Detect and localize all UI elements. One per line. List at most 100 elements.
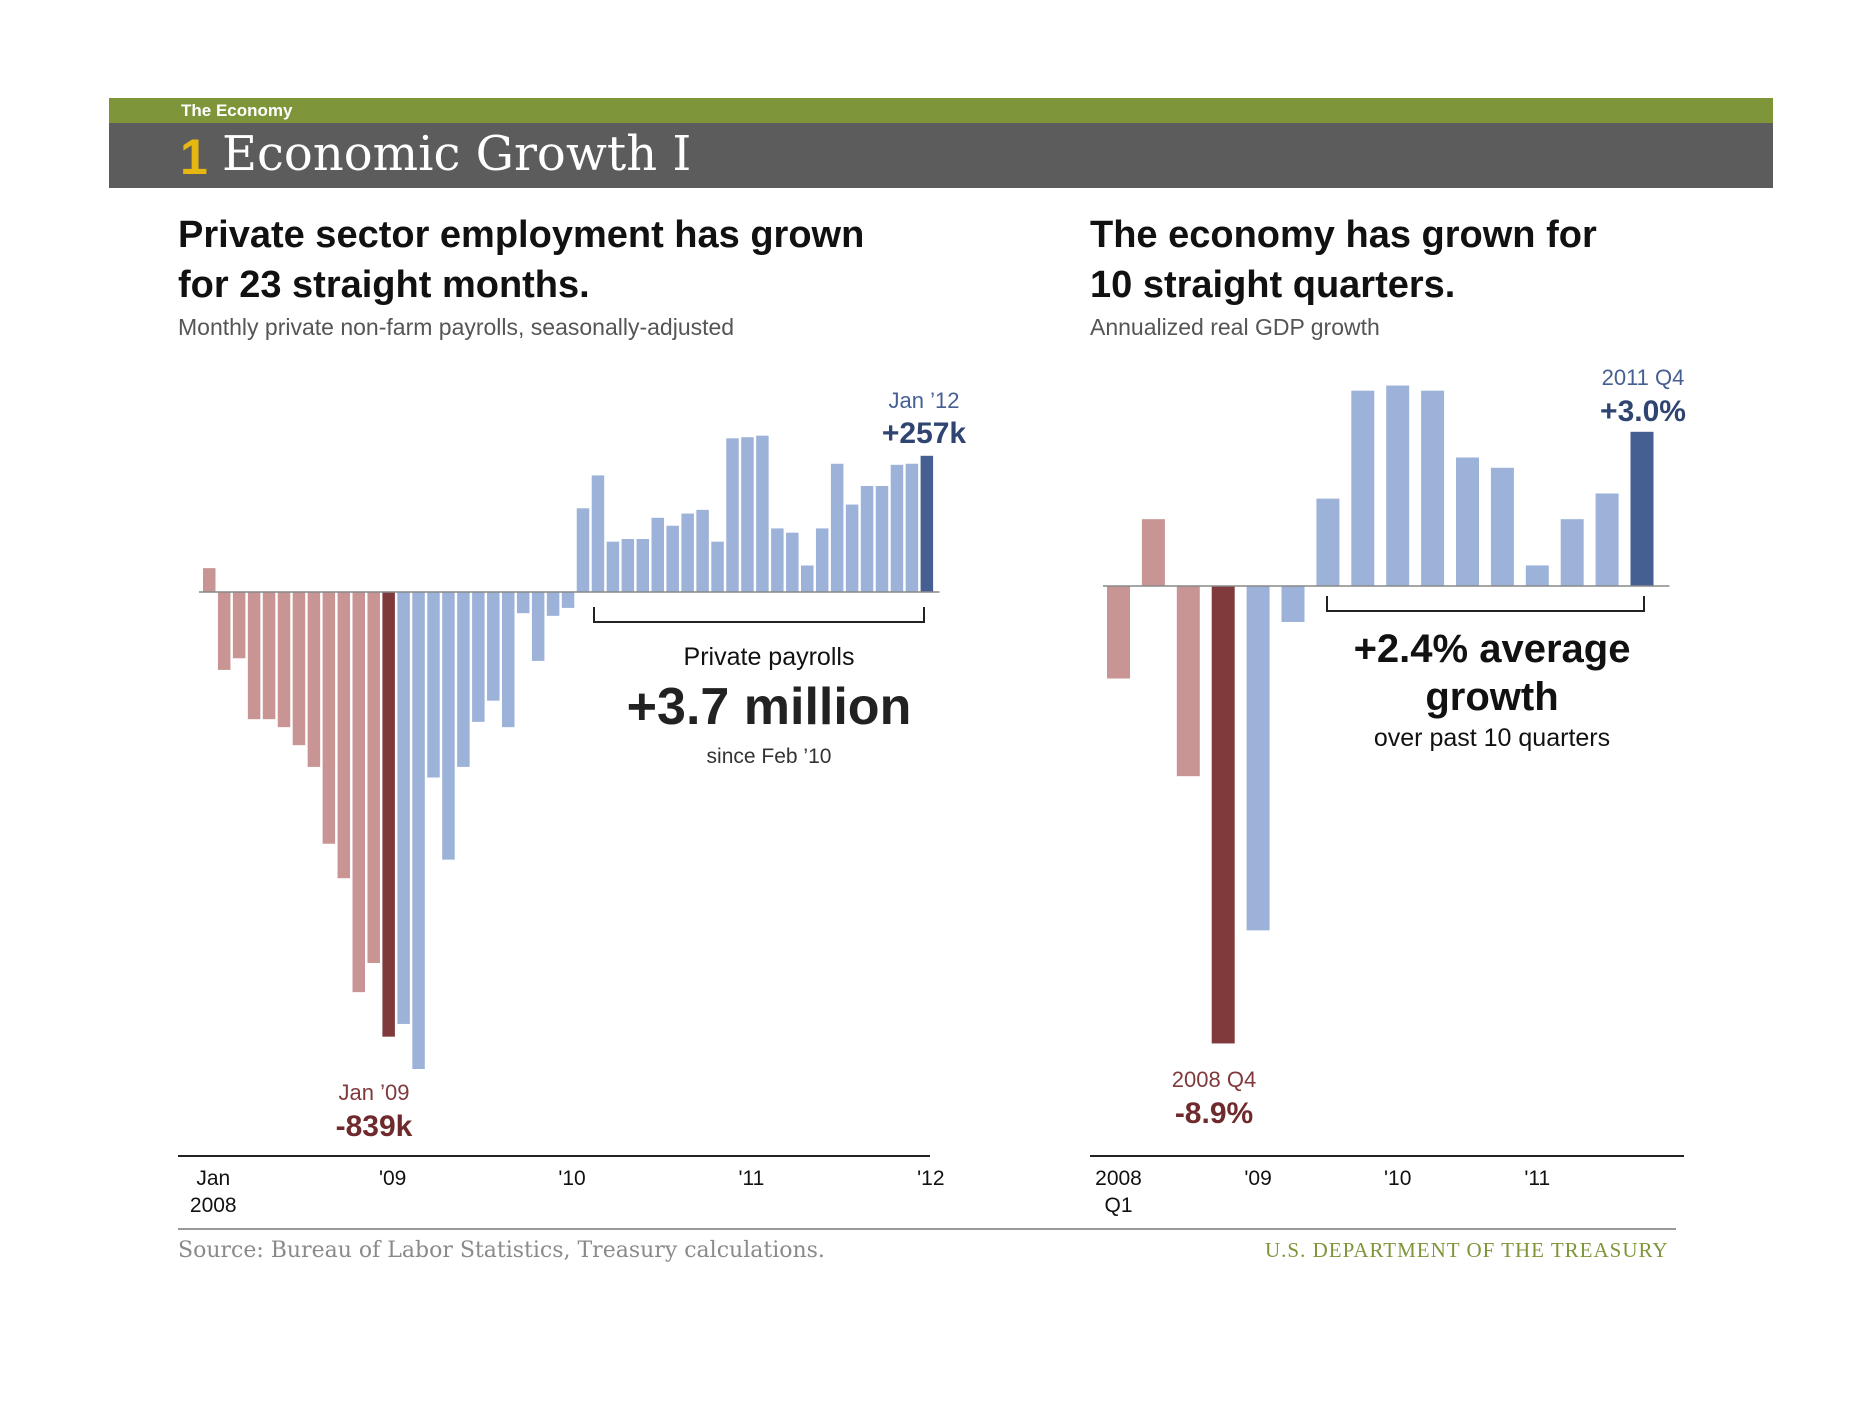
gdp-bar — [1281, 586, 1305, 622]
payrolls-bar — [830, 463, 844, 592]
gdp-callout-line2: growth — [1425, 675, 1558, 719]
payrolls-high-label: Jan ’12 — [889, 388, 960, 413]
gdp-tick-label: 2008 — [1095, 1167, 1142, 1190]
right-subhead: Annualized real GDP growth — [1090, 314, 1380, 340]
payrolls-chart: Jan 2008 '09 '10 '11 '12 — [178, 435, 945, 1217]
gdp-bar — [1560, 519, 1584, 586]
gdp-bar — [1107, 586, 1130, 679]
payrolls-tick-label: '09 — [379, 1167, 406, 1190]
footer-divider — [178, 1228, 1676, 1230]
page-title: Economic Growth I — [222, 126, 692, 182]
payrolls-bar — [606, 541, 620, 592]
gdp-bar — [1351, 390, 1375, 586]
left-headline: Private sector employment has grown for … — [178, 210, 864, 310]
payrolls-bar — [621, 539, 635, 592]
gdp-tick-label: '11 — [1524, 1167, 1550, 1190]
payrolls-bar — [516, 592, 530, 614]
gdp-bar — [1176, 586, 1200, 777]
payrolls-bar — [262, 592, 276, 720]
slide-number: 1 — [180, 129, 208, 185]
payrolls-bar — [352, 592, 365, 993]
section-label: The Economy — [181, 101, 293, 120]
payrolls-bar — [277, 592, 291, 728]
payrolls-bar — [442, 592, 455, 860]
payrolls-bar — [666, 525, 679, 592]
payrolls-tick-label: '10 — [558, 1167, 585, 1190]
payrolls-bar — [771, 528, 784, 592]
payrolls-tick-label: '12 — [917, 1167, 944, 1190]
payrolls-tick-label: '11 — [739, 1167, 765, 1190]
payrolls-bar — [920, 455, 934, 592]
payrolls-bar — [860, 486, 874, 592]
payrolls-bar — [203, 568, 216, 592]
payrolls-bar — [890, 464, 904, 592]
gdp-tick-label: '09 — [1244, 1167, 1271, 1190]
payrolls-low-label: Jan ’09 — [339, 1080, 410, 1105]
payrolls-callout-value: +3.7 million — [627, 678, 912, 736]
gdp-high-value: +3.0% — [1600, 395, 1686, 428]
gdp-high-label: 2011 Q4 — [1602, 365, 1685, 390]
gdp-bar — [1211, 586, 1235, 1044]
payrolls-bar — [711, 541, 724, 592]
payrolls-bar — [756, 435, 769, 592]
gdp-bracket — [1326, 596, 1645, 612]
payrolls-bar — [576, 508, 590, 592]
payrolls-bar — [427, 592, 440, 778]
gdp-bar — [1525, 565, 1549, 586]
payrolls-bar — [531, 592, 545, 661]
payrolls-tick-label: Jan — [196, 1167, 230, 1190]
payrolls-bar — [472, 592, 485, 722]
gdp-chart: 2008 Q1 '09 '10 '11 — [1090, 385, 1684, 1217]
payrolls-bar — [741, 437, 754, 592]
header-title-band — [109, 123, 1773, 188]
payrolls-bar — [367, 592, 380, 963]
payrolls-bracket — [593, 607, 925, 623]
payrolls-bar — [651, 517, 664, 592]
payrolls-bar — [292, 592, 306, 746]
gdp-tick-label: '10 — [1384, 1167, 1411, 1190]
right-headline: The economy has grown for 10 straight qu… — [1090, 210, 1597, 310]
payrolls-bar — [801, 565, 814, 592]
payrolls-tick-label: 2008 — [190, 1194, 237, 1217]
gdp-bar — [1421, 390, 1445, 586]
payrolls-bar — [636, 539, 650, 592]
left-headline-line2: for 23 straight months. — [178, 264, 590, 306]
right-headline-line2: 10 straight quarters. — [1090, 264, 1456, 306]
agency-wordmark: U.S. DEPARTMENT OF THE TREASURY — [1265, 1238, 1669, 1262]
payrolls-bar — [247, 592, 261, 720]
payrolls-bar — [726, 438, 739, 592]
gdp-tick-label: Q1 — [1104, 1194, 1132, 1217]
source-note: Source: Bureau of Labor Statistics, Trea… — [178, 1238, 825, 1263]
payrolls-callout-label: Private payrolls — [684, 643, 855, 671]
payrolls-bar — [232, 592, 246, 659]
gdp-low-value: -8.9% — [1175, 1097, 1253, 1130]
payrolls-low-value: -839k — [336, 1110, 413, 1143]
payrolls-bar — [322, 592, 336, 844]
gdp-bar — [1246, 586, 1270, 931]
payrolls-bar — [696, 509, 709, 592]
left-subhead: Monthly private non-farm payrolls, seaso… — [178, 314, 735, 340]
payrolls-bar — [875, 486, 889, 592]
payrolls-bar — [815, 528, 829, 592]
payrolls-bar — [412, 592, 425, 1069]
gdp-callout-note: over past 10 quarters — [1374, 724, 1610, 752]
payrolls-bar — [845, 504, 859, 592]
payrolls-bar — [561, 592, 575, 608]
right-headline-line1: The economy has grown for — [1090, 214, 1597, 256]
payrolls-high-value: +257k — [882, 417, 967, 450]
payrolls-bar — [307, 592, 321, 767]
payrolls-bar — [546, 592, 560, 616]
payrolls-bar — [502, 592, 515, 728]
gdp-bar — [1490, 467, 1514, 586]
payrolls-bar — [591, 475, 605, 592]
gdp-bar — [1141, 519, 1165, 586]
payrolls-bar — [337, 592, 351, 879]
gdp-bar — [1316, 498, 1340, 586]
payrolls-bar — [905, 463, 919, 592]
header-green-band — [109, 98, 1773, 123]
gdp-low-label: 2008 Q4 — [1172, 1067, 1256, 1092]
gdp-bar — [1595, 493, 1619, 586]
payrolls-bar — [786, 532, 799, 592]
left-headline-line1: Private sector employment has grown — [178, 214, 865, 256]
payrolls-callout-note: since Feb ’10 — [707, 745, 832, 768]
